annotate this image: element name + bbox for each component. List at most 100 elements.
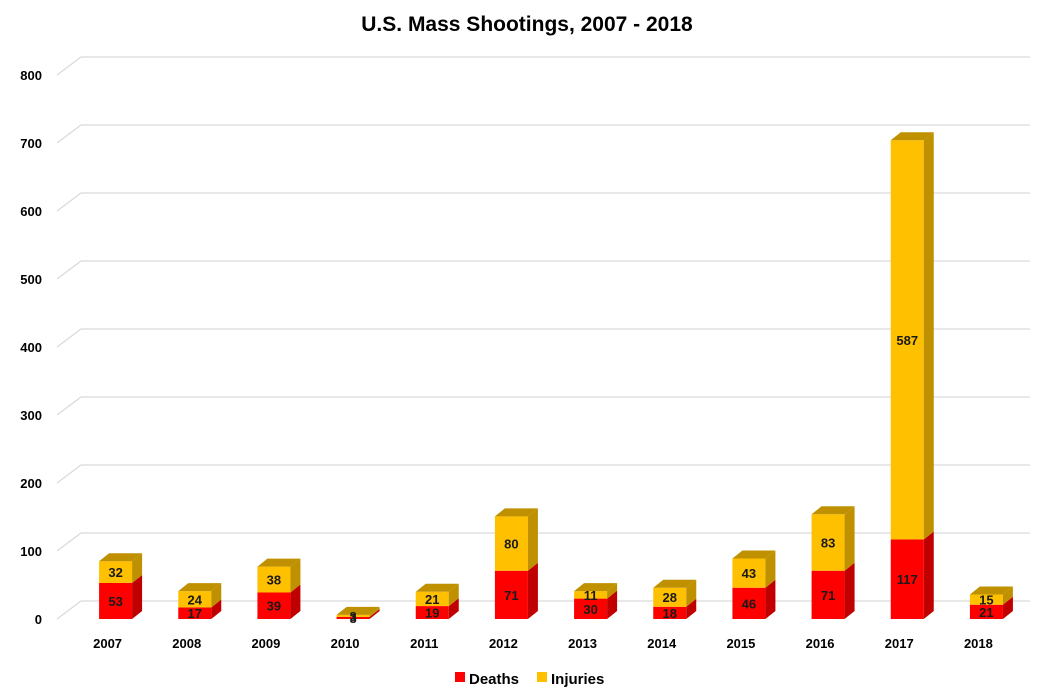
gridline [56, 396, 1030, 416]
bar-group-2007[interactable]: 53 32 [99, 553, 143, 619]
data-label-deaths-2015: 46 [742, 596, 756, 611]
bar-group-2010[interactable]: 33 [336, 606, 380, 626]
gridline [56, 532, 1030, 552]
data-label-deaths-2007: 53 [108, 594, 122, 609]
bar-top-2010 [336, 606, 380, 615]
bar-top-2015 [732, 550, 776, 559]
bar-injuries-2009[interactable] [257, 566, 291, 593]
bar-deaths-2008[interactable] [178, 607, 212, 619]
bar-injuries-2008[interactable] [178, 591, 212, 608]
bar-top-2016 [811, 506, 855, 515]
bar-side-injuries-2008 [211, 583, 222, 608]
y-tick-label: 100 [20, 544, 42, 559]
x-tick-label: 2008 [172, 636, 201, 651]
y-tick-label: 500 [20, 272, 42, 287]
bar-group-2015[interactable]: 46 43 [732, 550, 776, 619]
data-label-deaths-2012: 71 [504, 588, 518, 603]
bar-top-2013 [574, 583, 618, 592]
x-tick-label: 2016 [806, 636, 835, 651]
bar-injuries-2013[interactable] [574, 591, 608, 599]
bar-injuries-2007[interactable] [99, 561, 133, 583]
bar-deaths-2009[interactable] [257, 592, 291, 619]
bar-injuries-2012[interactable] [494, 516, 528, 571]
bar-injuries-2015[interactable] [732, 558, 766, 588]
y-tick-label: 600 [20, 204, 42, 219]
x-tick-label: 2017 [885, 636, 914, 651]
x-tick-label: 2018 [964, 636, 993, 651]
bar-deaths-2012[interactable] [494, 570, 528, 619]
bar-side-deaths-2010 [369, 608, 380, 619]
gridline [56, 124, 1030, 144]
gridline [56, 260, 1030, 280]
gridline [56, 56, 1030, 76]
data-label-deaths-2013: 30 [583, 602, 597, 617]
bar-group-2009[interactable]: 39 38 [257, 558, 301, 619]
bar-deaths-2011[interactable] [415, 606, 449, 619]
bar-deaths-2007[interactable] [99, 582, 133, 619]
x-tick-label: 2007 [93, 636, 122, 651]
bar-top-2017 [890, 132, 934, 141]
legend-swatch-injuries [537, 672, 547, 682]
bar-side-deaths-2007 [132, 574, 143, 619]
bar-injuries-2010[interactable] [336, 614, 370, 617]
bar-side-deaths-2015 [765, 579, 776, 619]
bar-group-2016[interactable]: 71 83 [811, 506, 855, 619]
data-label-injuries-2016: 83 [821, 536, 835, 551]
x-tick-label: 2015 [726, 636, 755, 651]
gridline [56, 600, 1030, 620]
x-tick-label: 2010 [331, 636, 360, 651]
bar-deaths-2014[interactable] [653, 606, 687, 619]
bar-group-2017[interactable]: 117 587 [890, 132, 934, 619]
data-label-deaths-2016: 71 [821, 588, 835, 603]
x-tick-label: 2012 [489, 636, 518, 651]
legend-item-injuries[interactable]: Injuries [537, 671, 604, 688]
bar-side-injuries-2015 [765, 550, 776, 588]
bar-side-injuries-2011 [448, 583, 459, 607]
data-label-injuries-2017: 587 [896, 333, 918, 348]
data-label-injuries-2011: 21 [425, 592, 439, 607]
bar-top-2011 [415, 583, 459, 592]
bar-deaths-2016[interactable] [811, 570, 845, 619]
data-label-deaths-2011: 19 [425, 606, 439, 621]
gridline [56, 192, 1030, 212]
bar-top-2018 [969, 586, 1013, 595]
chart-title: U.S. Mass Shootings, 2007 - 2018 [361, 13, 693, 36]
y-tick-label: 300 [20, 408, 42, 423]
bar-injuries-2011[interactable] [415, 591, 449, 607]
gridlines [56, 56, 1030, 620]
legend-label-injuries: Injuries [551, 671, 604, 688]
bar-deaths-2018[interactable] [969, 604, 1003, 619]
data-label-injuries-2010: 3 [349, 609, 356, 624]
legend-item-deaths[interactable]: Deaths [455, 671, 519, 688]
bar-deaths-2013[interactable] [574, 598, 608, 619]
x-axis-ticks: 2007 2008 2009 2010 2011 2012 2013 2014 2015 2016… [93, 636, 993, 651]
bar-side-injuries-2013 [607, 583, 618, 599]
bar-injuries-2018[interactable] [969, 594, 1003, 605]
data-label-deaths-2010: 3 [349, 611, 356, 626]
bar-group-2012[interactable]: 71 80 [494, 508, 538, 619]
bar-side-injuries-2016 [844, 506, 855, 571]
bar-deaths-2015[interactable] [732, 587, 766, 619]
data-label-injuries-2014: 28 [663, 590, 677, 605]
bar-side-injuries-2012 [527, 508, 538, 571]
bar-deaths-2010[interactable] [336, 616, 370, 619]
bar-deaths-2017[interactable] [890, 539, 924, 619]
y-tick-label: 0 [35, 612, 42, 627]
data-label-injuries-2018: 15 [979, 593, 993, 608]
bar-side-injuries-2017 [923, 132, 934, 540]
bar-top-2009 [257, 558, 301, 567]
bar-injuries-2014[interactable] [653, 587, 687, 607]
x-tick-label: 2011 [410, 636, 438, 651]
data-label-deaths-2008: 17 [188, 606, 202, 621]
bar-injuries-2016[interactable] [811, 514, 845, 571]
x-tick-label: 2014 [647, 636, 677, 651]
bar-injuries-2017[interactable] [890, 140, 924, 540]
data-label-injuries-2007: 32 [108, 565, 122, 580]
